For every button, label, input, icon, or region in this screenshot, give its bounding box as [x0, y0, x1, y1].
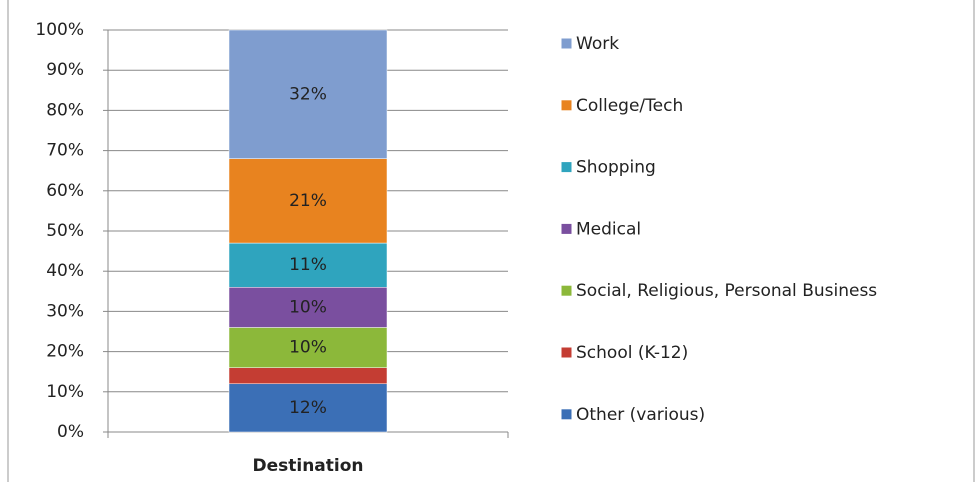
chart-border — [7, 0, 975, 484]
y-tick-label: 50% — [46, 221, 84, 241]
legend-swatch — [560, 346, 573, 359]
bar-segment — [228, 242, 388, 288]
legend-label: Shopping — [576, 158, 656, 178]
y-tick-label: 90% — [46, 60, 84, 80]
legend-label: Work — [576, 34, 619, 54]
y-tick-label: 0% — [57, 422, 84, 442]
data-label: 11% — [289, 255, 327, 275]
y-tick-label: 30% — [46, 301, 84, 321]
data-label: 10% — [289, 297, 327, 317]
data-label: 32% — [289, 84, 327, 104]
y-tick-label: 20% — [46, 342, 84, 362]
y-tick-label: 70% — [46, 141, 84, 161]
data-label: 10% — [289, 338, 327, 358]
y-tick-label: 40% — [46, 261, 84, 281]
legend-swatch — [560, 408, 573, 421]
legend-label: Social, Religious, Personal Business — [576, 281, 877, 301]
y-tick-label: 60% — [46, 181, 84, 201]
data-label: 12% — [289, 398, 327, 418]
legend-label: Medical — [576, 219, 641, 239]
bar-segment — [228, 327, 388, 368]
bar-segment — [228, 383, 388, 433]
legend-swatch — [560, 37, 573, 50]
legend-swatch — [560, 284, 573, 297]
legend-label: Other (various) — [576, 405, 705, 425]
y-tick-label: 10% — [46, 382, 84, 402]
y-tick-label: 100% — [35, 20, 84, 40]
legend-swatch — [560, 161, 573, 174]
data-label: 21% — [289, 191, 327, 211]
legend-swatch — [560, 99, 573, 112]
legend-swatch — [560, 222, 573, 235]
bar-segment — [228, 367, 388, 385]
legend-label: School (K-12) — [576, 343, 688, 363]
y-tick-label: 80% — [46, 100, 84, 120]
legend-label: College/Tech — [576, 96, 683, 116]
bar-segment — [228, 158, 388, 244]
bar-segment — [228, 29, 388, 159]
x-tick-label: Destination — [252, 456, 363, 476]
bar-segment — [228, 287, 388, 328]
